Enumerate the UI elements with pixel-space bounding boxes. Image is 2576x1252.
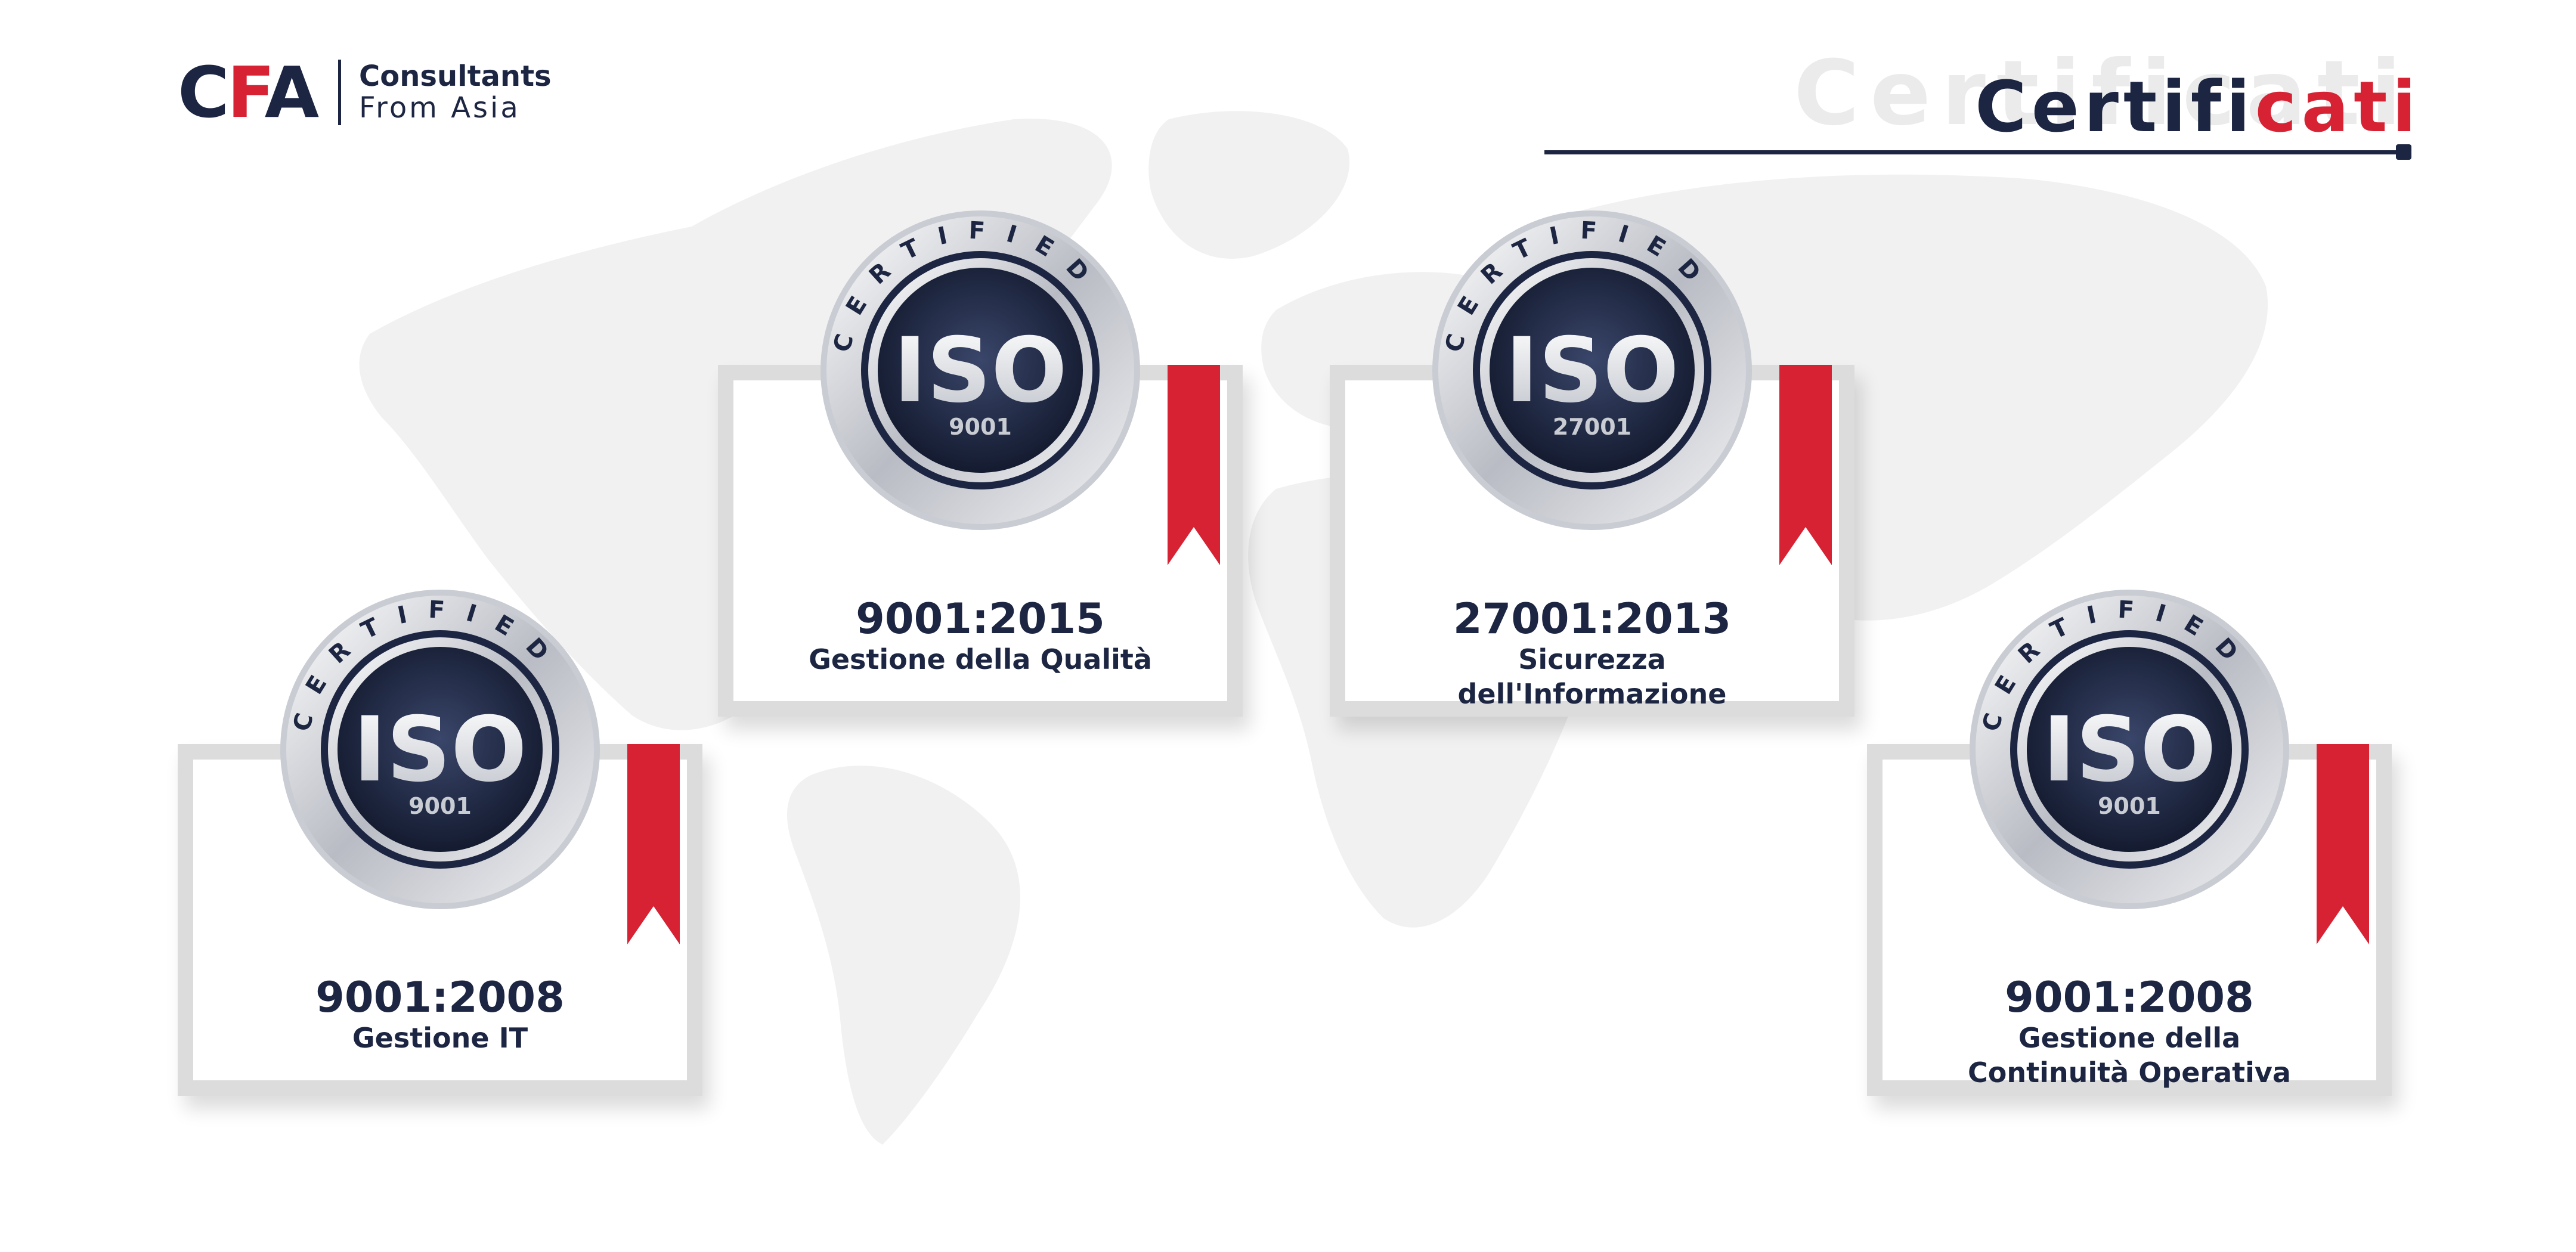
certificate-card-3 (1330, 365, 1854, 717)
iso-seal-2: CERTIFIED ISO 9001 (821, 210, 1140, 530)
svg-text:ISO: ISO (893, 319, 1067, 423)
map-south-america (787, 766, 1020, 1145)
certificate-desc-2: Gestione della Qualità (809, 643, 1152, 675)
certificate-code-2: 9001:2015 (856, 594, 1105, 643)
svg-text:9001: 9001 (408, 793, 472, 819)
logo-mark: CFA (178, 51, 319, 134)
page-title-text: Certificati (1975, 66, 2421, 148)
certificate-desc-1: Gestione IT (352, 1022, 528, 1054)
svg-text:ISO: ISO (353, 698, 527, 802)
svg-text:ISO: ISO (1505, 319, 1679, 423)
page-title: Certificati Certificati (1794, 42, 2421, 148)
certificate-desc-4: Gestione della Continuità Operativa (1968, 1022, 2291, 1089)
ribbon-3 (1779, 365, 1832, 565)
iso-seal-3: CERTIFIED ISO 27001 (1432, 210, 1752, 530)
title-underline (1544, 150, 2403, 154)
logo-line-2: From Asia (359, 91, 521, 125)
iso-seal-4: CERTIFIED ISO 9001 (1970, 590, 2289, 909)
title-underline-end (2396, 144, 2411, 160)
logo-divider (338, 60, 342, 125)
ribbon-4 (2317, 744, 2369, 944)
certificate-card-1 (178, 744, 702, 1096)
logo-line-1: Consultants (359, 60, 552, 94)
certificate-desc-3: Sicurezza dell'Informazione (1457, 643, 1727, 710)
map-greenland (1148, 111, 1350, 259)
logo-wordmark: Consultants From Asia (359, 61, 552, 124)
ribbon-2 (1168, 365, 1220, 565)
svg-text:9001: 9001 (949, 414, 1012, 440)
certificate-code-3: 27001:2013 (1453, 594, 1732, 643)
iso-seal-1: CERTIFIED ISO 9001 (280, 590, 600, 909)
svg-text:27001: 27001 (1553, 414, 1631, 440)
certificate-code-4: 9001:2008 (2005, 973, 2254, 1022)
company-logo[interactable]: CFA Consultants From Asia (178, 57, 552, 128)
page-title-ghost: Certificati (1794, 42, 2412, 145)
svg-text:ISO: ISO (2042, 698, 2216, 802)
certificate-code-1: 9001:2008 (315, 973, 565, 1022)
ribbon-1 (627, 744, 680, 944)
svg-text:9001: 9001 (2098, 793, 2161, 819)
